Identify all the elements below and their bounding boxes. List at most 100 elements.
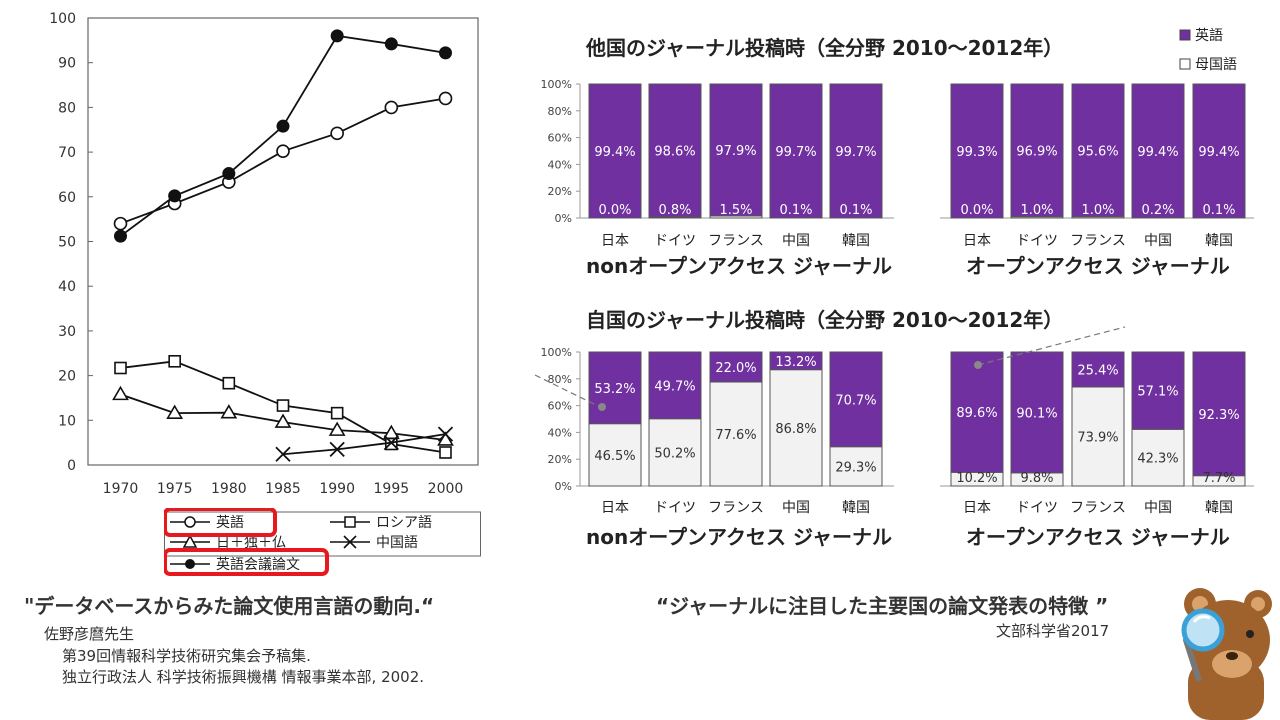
bar-native-label: 73.9%: [1077, 430, 1118, 445]
leader-dot-left: [598, 403, 606, 411]
bar-category-label: 韓国: [842, 500, 870, 516]
bear-part: [1246, 630, 1254, 638]
x-tick-label: 1980: [211, 481, 247, 497]
bar-native-label: 10.2%: [956, 471, 997, 486]
y-tick-label: 70: [58, 145, 76, 161]
bar-english-label: 25.4%: [1077, 363, 1118, 378]
bar-english-label: 99.7%: [835, 145, 876, 160]
data-point-open-square: [222, 376, 236, 390]
bar-english: [769, 83, 823, 219]
bottom-bar-chart-title: 自国のジャーナル投稿時（全分野 2010～2012年）: [586, 308, 1063, 332]
bar-english-label: 70.7%: [835, 393, 876, 408]
bar-english: [588, 351, 642, 425]
bar-y-tick: 60%: [548, 400, 572, 413]
y-tick-label: 90: [58, 56, 76, 72]
right-caption-title: “ジャーナルに注目した主要国の論文発表の特徴 ”: [656, 594, 1109, 618]
bar-y-tick: 20%: [548, 185, 572, 198]
bear-part: [1251, 597, 1265, 611]
bar-category-label: フランス: [1070, 500, 1126, 516]
data-point-open-circle: [276, 144, 290, 159]
line-chart-frame: [87, 17, 479, 466]
bar-english-label: 49.7%: [654, 379, 695, 394]
data-point-x: [329, 441, 345, 457]
bar-english: [1192, 83, 1246, 219]
bar-english-label: 13.2%: [775, 355, 816, 370]
legend-marker: [343, 535, 357, 549]
x-tick-label: 2000: [428, 481, 464, 497]
data-point-filled-circle: [222, 167, 236, 181]
legend-marker: [182, 534, 198, 548]
bar-english-label: 99.4%: [1137, 145, 1178, 160]
bar-group-label: nonオープンアクセス ジャーナル: [586, 525, 892, 549]
bar-native-label: 1.0%: [1081, 203, 1114, 218]
legend-highlight-english: [164, 508, 277, 537]
dashed-leader-left: [534, 374, 601, 408]
bar-native-label: 0.0%: [960, 203, 993, 218]
bar-native-label: 0.2%: [1141, 203, 1174, 218]
bar-english: [1010, 351, 1064, 474]
bar-english-label: 90.1%: [1016, 406, 1057, 421]
data-point-open-square: [330, 406, 344, 420]
legend-label: 中国語: [376, 535, 418, 551]
dashed-leader-right: [977, 326, 1126, 366]
bar-category-label: フランス: [1070, 233, 1126, 249]
bar-native-label: 0.1%: [1202, 203, 1235, 218]
bar-category-label: 日本: [963, 500, 991, 516]
series-line-x: [282, 433, 446, 456]
bar-english: [1131, 351, 1185, 430]
data-point-filled-circle: [168, 189, 182, 203]
bar-category-label: フランス: [708, 500, 764, 516]
y-tick-label: 30: [58, 324, 76, 340]
legend-highlight-english-conf: [164, 548, 329, 576]
bar-english: [950, 83, 1004, 219]
bar-english: [829, 83, 883, 219]
bar-category-label: 中国: [782, 233, 810, 249]
bar-native-label: 46.5%: [594, 449, 635, 464]
data-point-open-triangle: [274, 413, 292, 428]
bar-native: [769, 369, 823, 487]
data-point-filled-circle: [439, 46, 452, 60]
bear-part: [1226, 652, 1238, 660]
bar-native-label: 9.8%: [1020, 471, 1053, 486]
legend-english-swatch: [1179, 29, 1191, 41]
bar-native-label: 1.0%: [1020, 203, 1053, 218]
bar-english: [1071, 351, 1125, 388]
data-point-open-triangle: [437, 431, 454, 446]
bar-y-tick: 100%: [541, 78, 572, 91]
bar-english-label: 89.6%: [956, 406, 997, 421]
bear-part: [1212, 650, 1252, 678]
data-point-open-circle: [113, 216, 128, 231]
line-legend: 英語 ロシア語 日＋独＋仏 中国語 英語会議論文: [164, 508, 482, 576]
bar-english-label: 99.4%: [594, 145, 635, 160]
bar-category-label: 日本: [601, 233, 629, 249]
data-point-filled-circle: [114, 229, 127, 243]
right-caption-source: 文部科学省2017: [996, 622, 1110, 640]
y-tick-label: 50: [58, 235, 76, 251]
bar-y-tick: 80%: [548, 105, 572, 118]
bar-native-label: 0.1%: [839, 203, 872, 218]
data-point-filled-circle: [384, 37, 398, 51]
bar-english-label: 99.3%: [956, 145, 997, 160]
bar-native: [829, 446, 883, 487]
bar-native-label: 0.8%: [658, 203, 691, 218]
bear-part: [1192, 680, 1212, 700]
data-point-open-square: [114, 361, 127, 375]
legend-native-label: 母国語: [1195, 57, 1237, 73]
data-point-open-square: [168, 354, 181, 368]
bar-y-tick: 100%: [541, 346, 572, 359]
bar-english: [829, 351, 883, 448]
bar-english-label: 92.3%: [1198, 408, 1239, 423]
bar-native-label: 0.0%: [598, 203, 631, 218]
y-tick-label: 20: [58, 369, 76, 385]
bar-english-label: 96.9%: [1016, 144, 1057, 159]
bar-native-label: 50.2%: [654, 446, 695, 461]
data-point-open-triangle: [328, 421, 346, 436]
bar-group-label: オープンアクセス ジャーナル: [966, 254, 1230, 278]
bar-native-label: 77.6%: [715, 428, 756, 443]
data-point-open-square: [276, 399, 290, 412]
bar-english-label: 53.2%: [594, 382, 635, 397]
bar-category-label: 韓国: [1205, 500, 1233, 516]
bar-y-tick: 60%: [548, 132, 572, 145]
y-tick-label: 60: [58, 190, 76, 206]
legend-label: 英語: [216, 514, 244, 531]
